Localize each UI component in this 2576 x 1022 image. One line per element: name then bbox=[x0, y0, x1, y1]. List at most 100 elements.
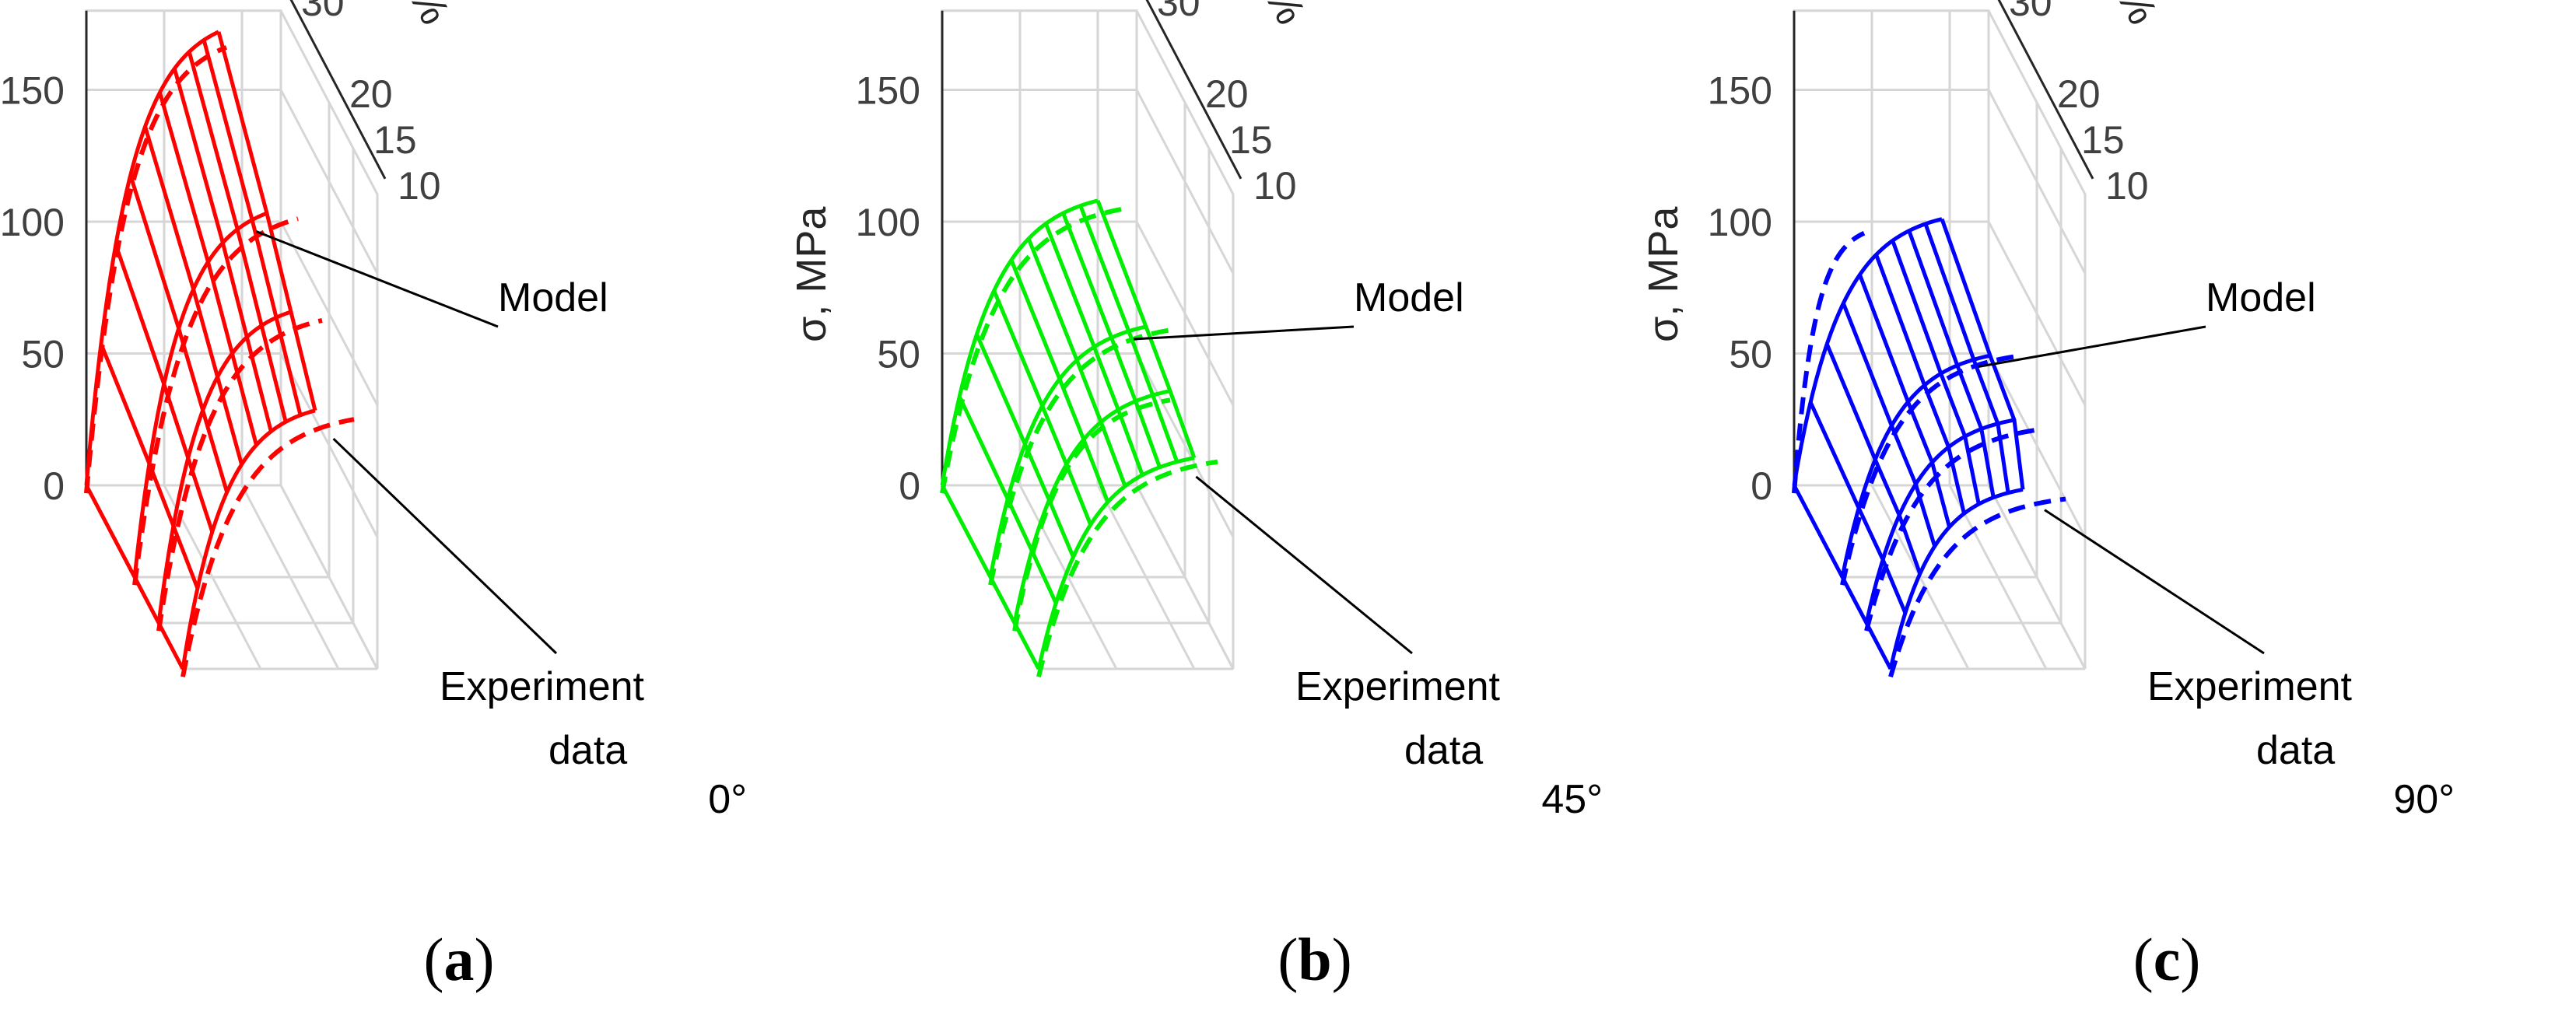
side-y-gridline bbox=[279, 221, 379, 406]
model-mesh-line bbox=[992, 289, 1092, 526]
model-mesh-line bbox=[1792, 484, 1893, 670]
model-curve bbox=[156, 310, 292, 624]
z-tick-label: 20 bbox=[2057, 72, 2101, 116]
model-curve bbox=[132, 211, 268, 578]
model-mesh-line bbox=[1907, 229, 1996, 499]
y-tick-label: 100 bbox=[1708, 201, 1772, 244]
z-tick-label: 10 bbox=[1253, 164, 1297, 208]
experiment-annotation-line1: Experiment bbox=[440, 664, 645, 709]
experiment-curve bbox=[1012, 397, 1171, 632]
y-tick-label: 0 bbox=[1751, 464, 1772, 508]
y-tick-label: 0 bbox=[899, 464, 920, 508]
model-mesh-line bbox=[172, 68, 273, 432]
model-curve bbox=[84, 30, 220, 486]
model-mesh-line bbox=[1858, 274, 1951, 528]
model-mesh-line bbox=[1824, 343, 1922, 575]
model-leader-line bbox=[1133, 325, 1355, 341]
orientation-label: 0° bbox=[708, 777, 747, 822]
experiment-annotation-line2: data bbox=[548, 728, 627, 773]
z-axis-label-line2: m.fr., % bbox=[1206, 0, 1314, 32]
model-mesh-line bbox=[975, 333, 1075, 558]
z-tick-label: 10 bbox=[2105, 164, 2149, 208]
side-y-gridline bbox=[279, 352, 379, 538]
model-mesh-line bbox=[1940, 218, 2025, 490]
z-axis-line bbox=[1145, 0, 1242, 180]
model-annotation: Model bbox=[498, 275, 608, 320]
z-tick-label: 15 bbox=[1229, 118, 1273, 162]
experiment-leader-line bbox=[332, 437, 558, 655]
experiment-leader-line bbox=[2044, 509, 2265, 655]
model-annotation: Model bbox=[2206, 275, 2316, 320]
side-y-gridline bbox=[1987, 352, 2087, 538]
model-mesh-line bbox=[957, 395, 1058, 604]
model-mesh-line bbox=[1078, 205, 1179, 463]
model-mesh-line bbox=[158, 92, 258, 446]
model-mesh-line bbox=[202, 39, 303, 416]
model-curve bbox=[940, 198, 1099, 486]
panel-caption-letter: c bbox=[2154, 926, 2181, 993]
model-curve bbox=[988, 324, 1147, 578]
panel-caption: (b) bbox=[1277, 926, 1351, 993]
panel-caption: (c) bbox=[2133, 926, 2201, 993]
experiment-annotation-line2: data bbox=[2256, 728, 2335, 773]
experiment-curve bbox=[1036, 459, 1218, 677]
model-mesh-line bbox=[1923, 222, 2010, 494]
side-y-gridline bbox=[279, 89, 379, 275]
floor-gridline bbox=[240, 485, 340, 670]
model-mesh-line bbox=[128, 174, 230, 493]
panel-caption-letter: a bbox=[444, 926, 475, 993]
model-mesh-line bbox=[1842, 302, 1937, 548]
z-tick-label: 10 bbox=[398, 164, 441, 208]
model-mesh-line bbox=[1009, 259, 1110, 503]
z-tick-label: 30 bbox=[301, 0, 345, 24]
z-tick-label: 20 bbox=[1205, 72, 1249, 116]
floor-gridline bbox=[1096, 485, 1196, 670]
experiment-curve bbox=[1864, 426, 2042, 632]
model-mesh-line bbox=[1044, 222, 1144, 476]
z-axis-label-line2: m.fr., % bbox=[350, 0, 458, 32]
panel-c: 00.020.0405010015030201510εσ, MPaFiberm.… bbox=[1640, 0, 2455, 993]
orientation-label: 90° bbox=[2393, 777, 2455, 822]
y-tick-label: 0 bbox=[43, 464, 65, 508]
side-y-gridline bbox=[1135, 221, 1235, 406]
z-tick-label: 30 bbox=[2009, 0, 2052, 24]
back-plane-frame bbox=[1793, 9, 1990, 485]
experiment-curve bbox=[180, 417, 355, 677]
model-mesh-line bbox=[84, 484, 185, 670]
model-mesh-line bbox=[1095, 199, 1197, 459]
experiment-curve bbox=[156, 318, 323, 632]
y-tick-label: 150 bbox=[0, 69, 65, 113]
experiment-annotation-line1: Experiment bbox=[1295, 664, 1501, 709]
experiment-annotation-line1: Experiment bbox=[2147, 664, 2353, 709]
y-axis-label: σ, MPa bbox=[1640, 206, 1687, 342]
z-axis-line bbox=[1997, 0, 2094, 180]
experiment-curve bbox=[1840, 354, 2014, 586]
model-mesh-line bbox=[114, 243, 215, 533]
side-y-gridline bbox=[1987, 221, 2087, 406]
experiment-curve bbox=[1792, 231, 1866, 494]
side-y-gridline bbox=[1987, 89, 2087, 275]
experiment-curve bbox=[988, 327, 1170, 586]
y-tick-label: 50 bbox=[877, 333, 920, 376]
model-mesh-line bbox=[187, 51, 288, 423]
model-curve bbox=[1864, 418, 2015, 624]
model-mesh-line bbox=[1808, 401, 1908, 614]
experiment-leader-line bbox=[1195, 475, 1413, 655]
model-curve bbox=[1036, 456, 1195, 670]
experiment-curve bbox=[1888, 496, 2066, 678]
y-tick-label: 100 bbox=[856, 201, 920, 244]
y-tick-label: 50 bbox=[1729, 333, 1772, 376]
z-axis-line bbox=[289, 0, 387, 180]
y-tick-label: 150 bbox=[1708, 69, 1772, 113]
experiment-curve bbox=[84, 45, 228, 494]
y-axis-label: σ, MPa bbox=[788, 206, 835, 342]
experiment-curve bbox=[132, 216, 299, 586]
model-mesh-line bbox=[1891, 240, 1981, 505]
panel-a: 00.020.0405010015030201510εσ, MPaFiberm.… bbox=[0, 0, 747, 993]
side-y-gridline bbox=[1135, 89, 1235, 275]
panel-caption-letter: b bbox=[1298, 926, 1331, 993]
experiment-annotation-line2: data bbox=[1404, 728, 1483, 773]
orientation-label: 45° bbox=[1541, 777, 1603, 822]
panel-b: 00.020.0405010015030201510εσ, MPaFiberm.… bbox=[788, 0, 1603, 993]
